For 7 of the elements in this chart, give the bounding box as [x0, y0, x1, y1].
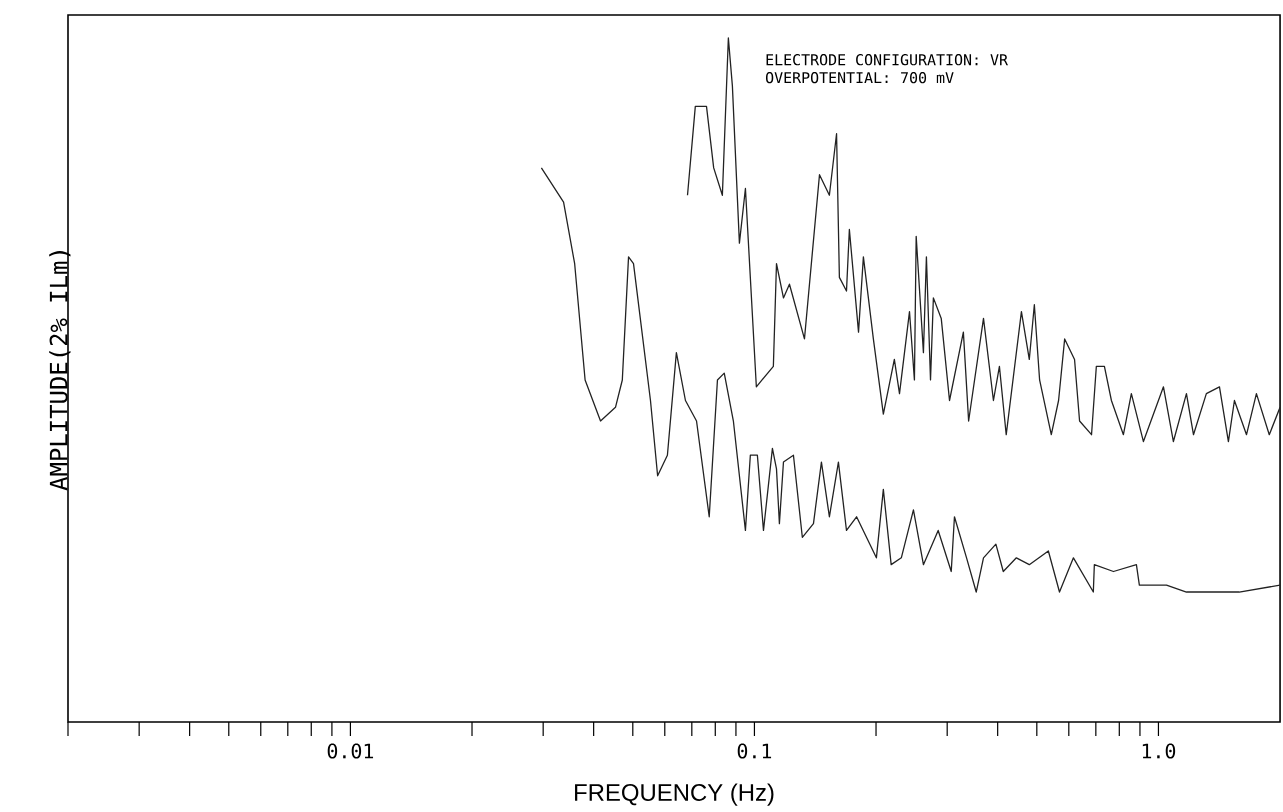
annotation: OVERPOTENTIAL: 700 mV	[765, 71, 954, 84]
y-axis-title: AMPLITUDE(2% ILm)	[49, 251, 71, 491]
x-axis-title: FREQUENCY (Hz)	[575, 783, 774, 806]
x-tick-label: 0.1	[737, 743, 772, 759]
x-tick-label: 1.0	[1142, 743, 1176, 759]
x-tick-label: 0.01	[327, 743, 374, 759]
annotation: ELECTRODE CONFIGURATION: VR	[766, 54, 1009, 66]
